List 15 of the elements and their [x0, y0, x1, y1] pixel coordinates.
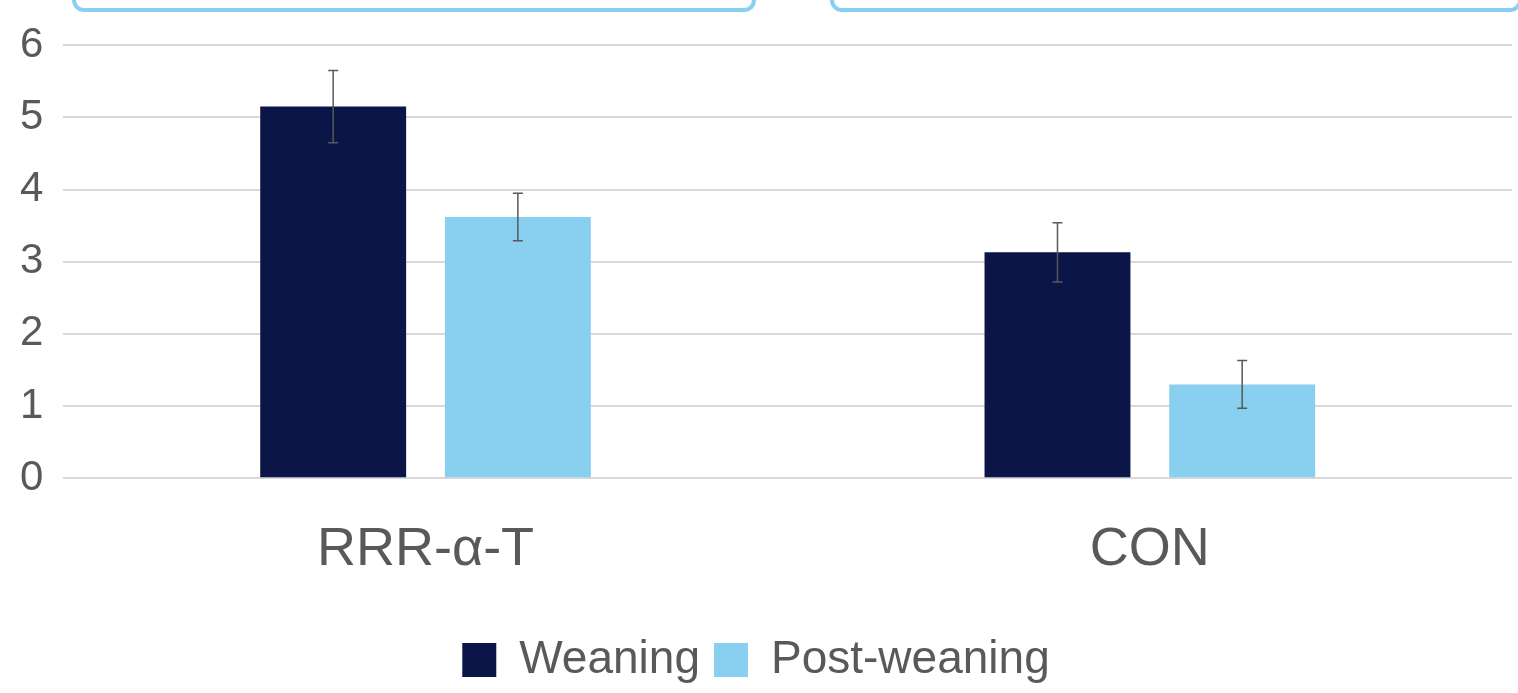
- y-tick-label: 3: [20, 235, 44, 283]
- y-tick-label: 1: [20, 379, 44, 427]
- legend-label: Weaning: [519, 630, 701, 683]
- y-tick-label: 6: [20, 18, 44, 66]
- x-tick-label: RRR-α-T: [316, 516, 535, 577]
- y-tick-label: 4: [20, 163, 44, 211]
- bar: [1169, 384, 1316, 478]
- x-tick-label: CON: [1089, 516, 1210, 577]
- bar: [984, 252, 1131, 478]
- y-tick-label: 2: [20, 307, 44, 355]
- y-tick-label: 5: [20, 90, 44, 138]
- bar: [260, 106, 407, 478]
- bar: [444, 216, 591, 478]
- legend-label: Post-weaning: [771, 630, 1050, 683]
- y-tick-label: 0: [20, 451, 44, 499]
